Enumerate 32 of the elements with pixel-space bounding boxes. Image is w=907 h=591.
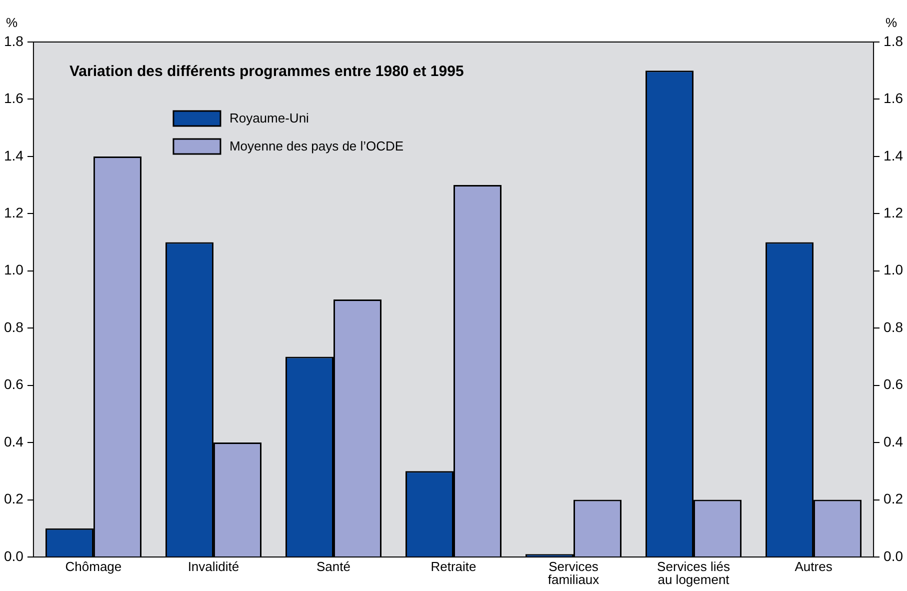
text: Variation des différents programmes entre 1980 et 1995 [69, 63, 464, 80]
x-tick-label: Retraite [430, 559, 476, 574]
y2-tick-label: 1.2 [884, 204, 904, 221]
legend-label: Moyenne des pays de l’OCDE [229, 138, 404, 154]
y2-axis-title: % [886, 15, 898, 30]
y-tick-label: 1.0 [4, 262, 24, 278]
x-tick-label: Invalidité [188, 559, 240, 574]
y-tick-label: 0.0 [4, 548, 24, 564]
y2-tick-label: 0.4 [884, 433, 904, 450]
y-tick-label: 1.4 [4, 147, 24, 164]
legend-label: Royaume-Uni [229, 110, 310, 126]
y-tick-label: 0.6 [4, 376, 24, 392]
y2-tick-label: 0.2 [884, 490, 904, 507]
y-tick-label: 1.8 [4, 32, 24, 49]
y2-tick-label: 0.8 [884, 318, 904, 335]
y-tick-label: 0.4 [4, 433, 24, 450]
x-tick-label: Services familiaux [548, 559, 600, 588]
y-tick-label: 1.2 [4, 204, 24, 221]
y2-tick-label: 1.6 [884, 90, 904, 106]
y-tick-label: 0.8 [4, 318, 24, 335]
y2-tick-label: 0.6 [884, 376, 904, 392]
x-tick-label: Chômage [65, 559, 122, 574]
x-tick-label: Services liés au logement [657, 559, 731, 588]
x-tick-label: Santé [316, 559, 350, 574]
y-tick-label: 1.6 [4, 90, 24, 106]
y2-tick-label: 1.0 [884, 262, 904, 278]
y-axis-title: % [6, 15, 18, 30]
x-tick-label: Autres [794, 559, 833, 574]
y-tick-label: 0.2 [4, 490, 24, 507]
y2-tick-label: 1.4 [884, 147, 904, 164]
y2-tick-label: 1.8 [884, 32, 904, 49]
y2-tick-label: 0.0 [884, 548, 904, 564]
